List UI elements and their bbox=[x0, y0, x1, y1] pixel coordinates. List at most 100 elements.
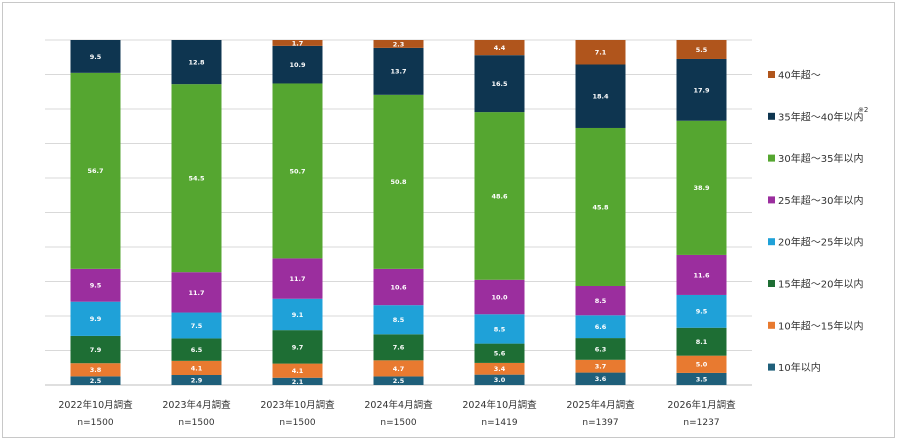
data-label: 7.5 bbox=[191, 322, 203, 330]
data-label: 10.0 bbox=[491, 293, 508, 301]
bar-segment bbox=[272, 40, 323, 46]
legend-label: 35年超～40年以内 bbox=[778, 110, 863, 123]
data-label: 11.7 bbox=[289, 275, 305, 283]
bar-segment bbox=[70, 363, 121, 377]
data-label: 4.1 bbox=[191, 364, 203, 372]
bar-segment bbox=[474, 112, 525, 280]
data-label: 9.9 bbox=[90, 315, 102, 323]
data-label: 2.9 bbox=[191, 376, 203, 384]
bar-segment bbox=[575, 40, 626, 65]
bar-segment bbox=[171, 312, 222, 339]
x-axis-labels: 2022年10月調査 n=1500 2023年4月調査 n=1500 2023年10月調… bbox=[58, 399, 736, 428]
category-label: 2023年4月調査 bbox=[162, 399, 231, 411]
bar-segment bbox=[272, 377, 323, 385]
data-label: 3.0 bbox=[494, 376, 506, 384]
legend-label: 10年以内 bbox=[778, 361, 821, 374]
sample-size-label: n=1397 bbox=[582, 418, 618, 428]
data-label: 6.6 bbox=[595, 323, 607, 331]
bar-segment bbox=[70, 268, 121, 302]
bar-segment bbox=[575, 315, 626, 339]
data-label: 10.6 bbox=[390, 283, 407, 291]
bar-segment bbox=[575, 372, 626, 385]
data-label: 45.8 bbox=[592, 203, 609, 211]
bar-segment bbox=[70, 40, 121, 73]
data-label: 54.5 bbox=[188, 175, 205, 183]
data-label: 13.7 bbox=[390, 68, 406, 76]
data-label: 7.1 bbox=[595, 49, 607, 57]
data-label: 8.5 bbox=[393, 316, 405, 324]
legend: 40年超～ 35年超～40年以内※2 30年超～35年以内 25年超～30年以内 20年… bbox=[768, 69, 868, 374]
data-label: 3.6 bbox=[595, 375, 607, 383]
legend-label: 10年超～15年以内 bbox=[778, 319, 863, 332]
legend-swatch bbox=[768, 196, 775, 204]
sample-size-label: n=1500 bbox=[178, 418, 214, 428]
bars: 2.5 3.8 7.9 9.9 9.5 56.7 9.5 2.9 4.1 6.5 7.5 11.7 54… bbox=[70, 39, 727, 386]
sample-size-label: n=1500 bbox=[380, 418, 416, 428]
data-label: 2.5 bbox=[393, 377, 405, 385]
legend-label: 30年超～35年以内 bbox=[778, 152, 863, 165]
legend-swatch bbox=[768, 280, 775, 287]
legend-swatch bbox=[768, 363, 775, 371]
bar-segment bbox=[272, 258, 323, 299]
bar-segment bbox=[676, 40, 727, 59]
data-label: 11.7 bbox=[188, 289, 204, 297]
bar-segment bbox=[272, 45, 323, 84]
bar-segment bbox=[676, 327, 727, 356]
data-label: 3.8 bbox=[90, 366, 102, 374]
legend-swatch bbox=[768, 112, 775, 120]
legend-footnote-mark: ※2 bbox=[858, 106, 868, 114]
data-label: 7.6 bbox=[393, 344, 405, 352]
bar-segment bbox=[676, 254, 727, 295]
bar-segment bbox=[373, 376, 424, 385]
bar-segment bbox=[272, 330, 323, 364]
bar-segment bbox=[272, 363, 323, 378]
data-label: 11.6 bbox=[693, 271, 710, 279]
data-label: 1.7 bbox=[292, 39, 304, 47]
category-label: 2022年10月調査 bbox=[58, 399, 133, 411]
category-label: 2023年10月調査 bbox=[260, 399, 335, 411]
bar-segment bbox=[70, 376, 121, 385]
bar-segment bbox=[171, 360, 222, 375]
bar-segment bbox=[474, 279, 525, 315]
data-label: 7.9 bbox=[90, 346, 102, 354]
bar-segment bbox=[171, 272, 222, 313]
bar-segment bbox=[171, 338, 222, 361]
category-label: 2026年1月調査 bbox=[667, 399, 736, 411]
legend-label: 15年超～20年以内 bbox=[778, 278, 863, 291]
sample-size-label: n=1419 bbox=[481, 418, 517, 428]
data-label: 9.1 bbox=[292, 311, 304, 319]
bar-segment bbox=[676, 58, 727, 121]
data-label: 3.5 bbox=[696, 375, 708, 383]
bar-segment bbox=[575, 359, 626, 373]
bar-segment bbox=[70, 72, 121, 269]
data-label: 4.4 bbox=[494, 44, 506, 52]
chart-frame bbox=[2, 2, 895, 438]
bar-segment bbox=[373, 305, 424, 335]
bar-segment bbox=[272, 298, 323, 331]
data-label: 10.9 bbox=[289, 61, 306, 69]
bar-segment bbox=[575, 64, 626, 128]
legend-swatch bbox=[768, 71, 775, 78]
data-label: 50.8 bbox=[390, 178, 407, 186]
data-label: 38.9 bbox=[693, 184, 710, 192]
legend-label: 20年超～25年以内 bbox=[778, 236, 863, 249]
bar-segment bbox=[373, 47, 424, 95]
data-label: 9.5 bbox=[696, 308, 708, 316]
category-label: 2025年4月調査 bbox=[566, 399, 635, 411]
data-label: 12.8 bbox=[188, 58, 205, 66]
bar-segment bbox=[474, 40, 525, 56]
bar-segment bbox=[373, 334, 424, 361]
data-label: 3.4 bbox=[494, 365, 506, 373]
data-label: 6.3 bbox=[595, 345, 607, 353]
data-label: 16.5 bbox=[491, 80, 508, 88]
data-label: 48.6 bbox=[491, 192, 508, 200]
data-label: 56.7 bbox=[87, 167, 103, 175]
legend-label: 40年超～ bbox=[778, 69, 821, 82]
data-label: 2.1 bbox=[292, 378, 304, 386]
bar-segment bbox=[70, 301, 121, 336]
data-label: 5.6 bbox=[494, 350, 506, 358]
data-label: 3.7 bbox=[595, 363, 607, 371]
bar-segment bbox=[474, 343, 525, 363]
data-label: 50.7 bbox=[289, 167, 305, 175]
